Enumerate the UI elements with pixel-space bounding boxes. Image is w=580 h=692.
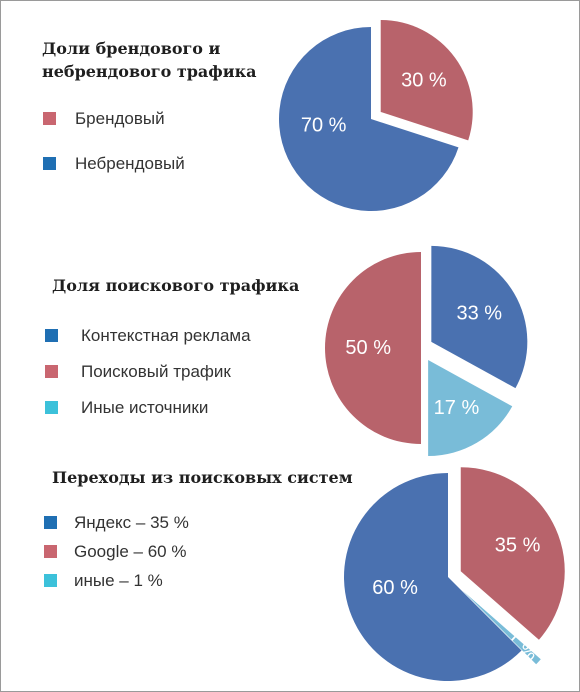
chart3-slice-2 [462, 590, 541, 665]
chart1-title-line-1: Доли брендового и [42, 39, 221, 58]
chart3-title: Переходы из поисковых систем [52, 468, 353, 487]
chart2-slice-3-label: 50 % [345, 337, 391, 359]
chart3-slice-3-label: 60 % [372, 577, 418, 599]
chart2-slice-2-label: 17 % [434, 397, 480, 419]
legend-label: иные – 1 % [74, 571, 163, 590]
legend-swatch-red [43, 112, 56, 125]
legend-swatch-red [45, 365, 58, 378]
legend-swatch-cyan [44, 574, 57, 587]
chart1-slice-2 [279, 27, 459, 212]
legend-swatch-blue [45, 329, 58, 342]
chart3-slice-1 [460, 467, 565, 640]
chart3-slice-1-label: 35 % [495, 534, 541, 556]
chart1-title: Доли брендового и небрендового трафика [42, 37, 257, 83]
chart1-slice-1 [380, 19, 473, 141]
chart1-slice-2-label: 70 % [301, 115, 347, 137]
legend-label: Брендовый [75, 109, 165, 128]
legend-label: Небрендовый [75, 154, 185, 173]
chart1-title-line-2: небрендового трафика [42, 62, 257, 81]
chart2-slice-3 [325, 252, 421, 444]
chart2-slice-2 [428, 360, 513, 457]
chart2-slice-1 [431, 245, 528, 389]
chart2-slice-1-label: 33 % [456, 303, 502, 325]
chart2-title: Доля поискового трафика [52, 276, 300, 295]
legend-label: Google – 60 % [74, 542, 187, 561]
legend-swatch-cyan [45, 401, 58, 414]
legend-swatch-blue [43, 157, 56, 170]
legend-label: Поисковый трафик [81, 362, 231, 381]
legend-swatch-red [44, 545, 57, 558]
legend-label: Яндекс – 35 % [74, 513, 189, 532]
chart3-slice-3 [344, 473, 522, 681]
legend-label: Иные источники [81, 398, 209, 417]
legend-swatch-blue [44, 516, 57, 529]
chart1-slice-1-label: 30 % [401, 70, 447, 92]
legend-label: Контекстная реклама [81, 326, 251, 345]
